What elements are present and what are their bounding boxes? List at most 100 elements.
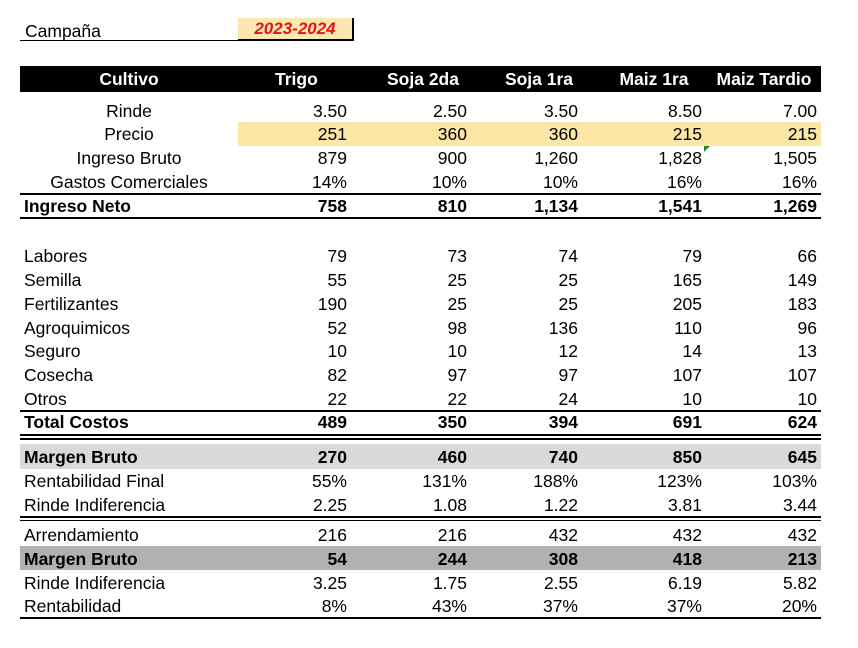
value-cell-trigo[interactable]: 251 — [317, 124, 347, 144]
value-cell-trigo[interactable]: 79 — [327, 246, 347, 266]
value-cell-trigo[interactable]: 489 — [317, 412, 347, 432]
value-cell-trigo[interactable]: 2.25 — [312, 495, 347, 515]
value-cell-maiz-tardio[interactable]: 213 — [787, 549, 817, 569]
value-cell-maiz-tardio[interactable]: 96 — [797, 318, 817, 338]
value-cell-trigo[interactable]: 52 — [327, 318, 347, 338]
value-cell-soja-2da[interactable]: 22 — [447, 389, 467, 409]
value-cell-maiz-tardio[interactable]: 1,505 — [773, 148, 817, 168]
value-cell-maiz-1ra[interactable]: 691 — [672, 412, 702, 432]
value-cell-maiz-tardio[interactable]: 66 — [797, 246, 817, 266]
value-cell-maiz-tardio[interactable]: 624 — [787, 412, 817, 432]
value-cell-soja-2da[interactable]: 73 — [447, 246, 467, 266]
value-cell-soja-2da[interactable]: 900 — [437, 148, 467, 168]
value-cell-maiz-1ra[interactable]: 432 — [672, 525, 702, 545]
value-cell-maiz-1ra[interactable]: 107 — [672, 365, 702, 385]
value-cell-soja-1ra[interactable]: 2.55 — [543, 573, 578, 593]
value-cell-soja-2da[interactable]: 216 — [437, 525, 467, 545]
value-cell-soja-2da[interactable]: 2.50 — [432, 101, 467, 121]
value-cell-soja-2da[interactable]: 244 — [437, 549, 467, 569]
value-cell-maiz-tardio[interactable]: 645 — [787, 447, 817, 467]
value-cell-maiz-1ra[interactable]: 14 — [682, 341, 702, 361]
value-cell-soja-1ra[interactable]: 360 — [548, 124, 578, 144]
value-cell-maiz-tardio[interactable]: 149 — [787, 270, 817, 290]
value-cell-trigo[interactable]: 758 — [317, 196, 347, 216]
value-cell-trigo[interactable]: 10 — [327, 341, 347, 361]
value-cell-trigo[interactable]: 82 — [327, 365, 347, 385]
value-cell-maiz-tardio[interactable]: 183 — [787, 294, 817, 314]
value-cell-maiz-tardio[interactable]: 432 — [787, 525, 817, 545]
value-cell-soja-2da[interactable]: 131% — [422, 471, 467, 491]
value-cell-maiz-tardio[interactable]: 215 — [787, 124, 817, 144]
value-cell-soja-2da[interactable]: 1.08 — [432, 495, 467, 515]
value-cell-soja-1ra[interactable]: 394 — [548, 412, 578, 432]
value-cell-soja-1ra[interactable]: 308 — [548, 549, 578, 569]
value-cell-maiz-tardio[interactable]: 1,269 — [773, 196, 817, 216]
value-cell-maiz-tardio[interactable]: 20% — [781, 596, 817, 616]
value-cell-soja-1ra[interactable]: 25 — [558, 294, 578, 314]
header-crop-maiz-tardio[interactable]: Maiz Tardio — [716, 69, 812, 89]
value-cell-maiz-1ra[interactable]: 1,828 — [658, 148, 702, 168]
value-cell-maiz-1ra[interactable]: 165 — [672, 270, 702, 290]
value-cell-maiz-tardio[interactable]: 5.82 — [782, 573, 817, 593]
value-cell-maiz-tardio[interactable]: 103% — [772, 471, 817, 491]
value-cell-soja-1ra[interactable]: 1,260 — [534, 148, 578, 168]
value-cell-maiz-tardio[interactable]: 3.44 — [782, 495, 817, 515]
value-cell-soja-2da[interactable]: 98 — [447, 318, 467, 338]
value-cell-soja-2da[interactable]: 810 — [437, 196, 467, 216]
value-cell-maiz-1ra[interactable]: 205 — [672, 294, 702, 314]
value-cell-maiz-1ra[interactable]: 215 — [672, 124, 702, 144]
value-cell-soja-2da[interactable]: 10% — [431, 172, 467, 192]
value-cell-soja-1ra[interactable]: 24 — [558, 389, 578, 409]
campaign-value-cell[interactable]: 2023-2024 — [238, 18, 354, 41]
value-cell-soja-1ra[interactable]: 37% — [542, 596, 578, 616]
value-cell-soja-2da[interactable]: 25 — [447, 270, 467, 290]
value-cell-trigo[interactable]: 22 — [327, 389, 347, 409]
value-cell-trigo[interactable]: 55% — [311, 471, 347, 491]
value-cell-trigo[interactable]: 54 — [327, 549, 347, 569]
value-cell-trigo[interactable]: 3.50 — [312, 101, 347, 121]
value-cell-trigo[interactable]: 14% — [311, 172, 347, 192]
value-cell-soja-1ra[interactable]: 740 — [548, 447, 578, 467]
header-crop-soja-2da[interactable]: Soja 2da — [387, 69, 459, 89]
value-cell-maiz-1ra[interactable]: 850 — [672, 447, 702, 467]
value-cell-soja-1ra[interactable]: 74 — [558, 246, 578, 266]
value-cell-soja-1ra[interactable]: 3.50 — [543, 101, 578, 121]
value-cell-trigo[interactable]: 8% — [321, 596, 347, 616]
cell-comment-indicator[interactable] — [704, 146, 710, 152]
value-cell-soja-2da[interactable]: 25 — [447, 294, 467, 314]
value-cell-soja-2da[interactable]: 360 — [437, 124, 467, 144]
value-cell-soja-1ra[interactable]: 1,134 — [534, 196, 578, 216]
value-cell-soja-2da[interactable]: 43% — [431, 596, 467, 616]
value-cell-maiz-tardio[interactable]: 10 — [797, 389, 817, 409]
value-cell-trigo[interactable]: 190 — [317, 294, 347, 314]
value-cell-soja-2da[interactable]: 460 — [437, 447, 467, 467]
value-cell-soja-1ra[interactable]: 188% — [533, 471, 578, 491]
value-cell-soja-1ra[interactable]: 136 — [548, 318, 578, 338]
value-cell-trigo[interactable]: 216 — [317, 525, 347, 545]
value-cell-soja-1ra[interactable]: 25 — [558, 270, 578, 290]
value-cell-soja-2da[interactable]: 1.75 — [432, 573, 467, 593]
header-crop-soja-1ra[interactable]: Soja 1ra — [504, 69, 574, 89]
value-cell-maiz-1ra[interactable]: 110 — [674, 318, 702, 338]
value-cell-soja-1ra[interactable]: 432 — [548, 525, 578, 545]
value-cell-soja-1ra[interactable]: 12 — [558, 341, 578, 361]
value-cell-maiz-1ra[interactable]: 37% — [666, 596, 702, 616]
value-cell-maiz-1ra[interactable]: 79 — [682, 246, 702, 266]
value-cell-maiz-tardio[interactable]: 16% — [781, 172, 817, 192]
header-crop-trigo[interactable]: Trigo — [275, 69, 318, 89]
value-cell-soja-2da[interactable]: 10 — [447, 341, 467, 361]
value-cell-trigo[interactable]: 879 — [317, 148, 347, 168]
value-cell-trigo[interactable]: 55 — [327, 270, 347, 290]
value-cell-trigo[interactable]: 270 — [317, 447, 347, 467]
value-cell-soja-2da[interactable]: 97 — [447, 365, 467, 385]
value-cell-soja-1ra[interactable]: 10% — [542, 172, 578, 192]
value-cell-maiz-tardio[interactable]: 107 — [787, 365, 817, 385]
value-cell-maiz-1ra[interactable]: 418 — [672, 549, 702, 569]
value-cell-soja-2da[interactable]: 350 — [437, 412, 467, 432]
header-crop-maiz-1ra[interactable]: Maiz 1ra — [619, 69, 689, 89]
value-cell-maiz-1ra[interactable]: 10 — [682, 389, 702, 409]
value-cell-maiz-1ra[interactable]: 8.50 — [667, 101, 702, 121]
value-cell-maiz-1ra[interactable]: 123% — [657, 471, 702, 491]
value-cell-trigo[interactable]: 3.25 — [312, 573, 347, 593]
value-cell-maiz-1ra[interactable]: 3.81 — [667, 495, 702, 515]
